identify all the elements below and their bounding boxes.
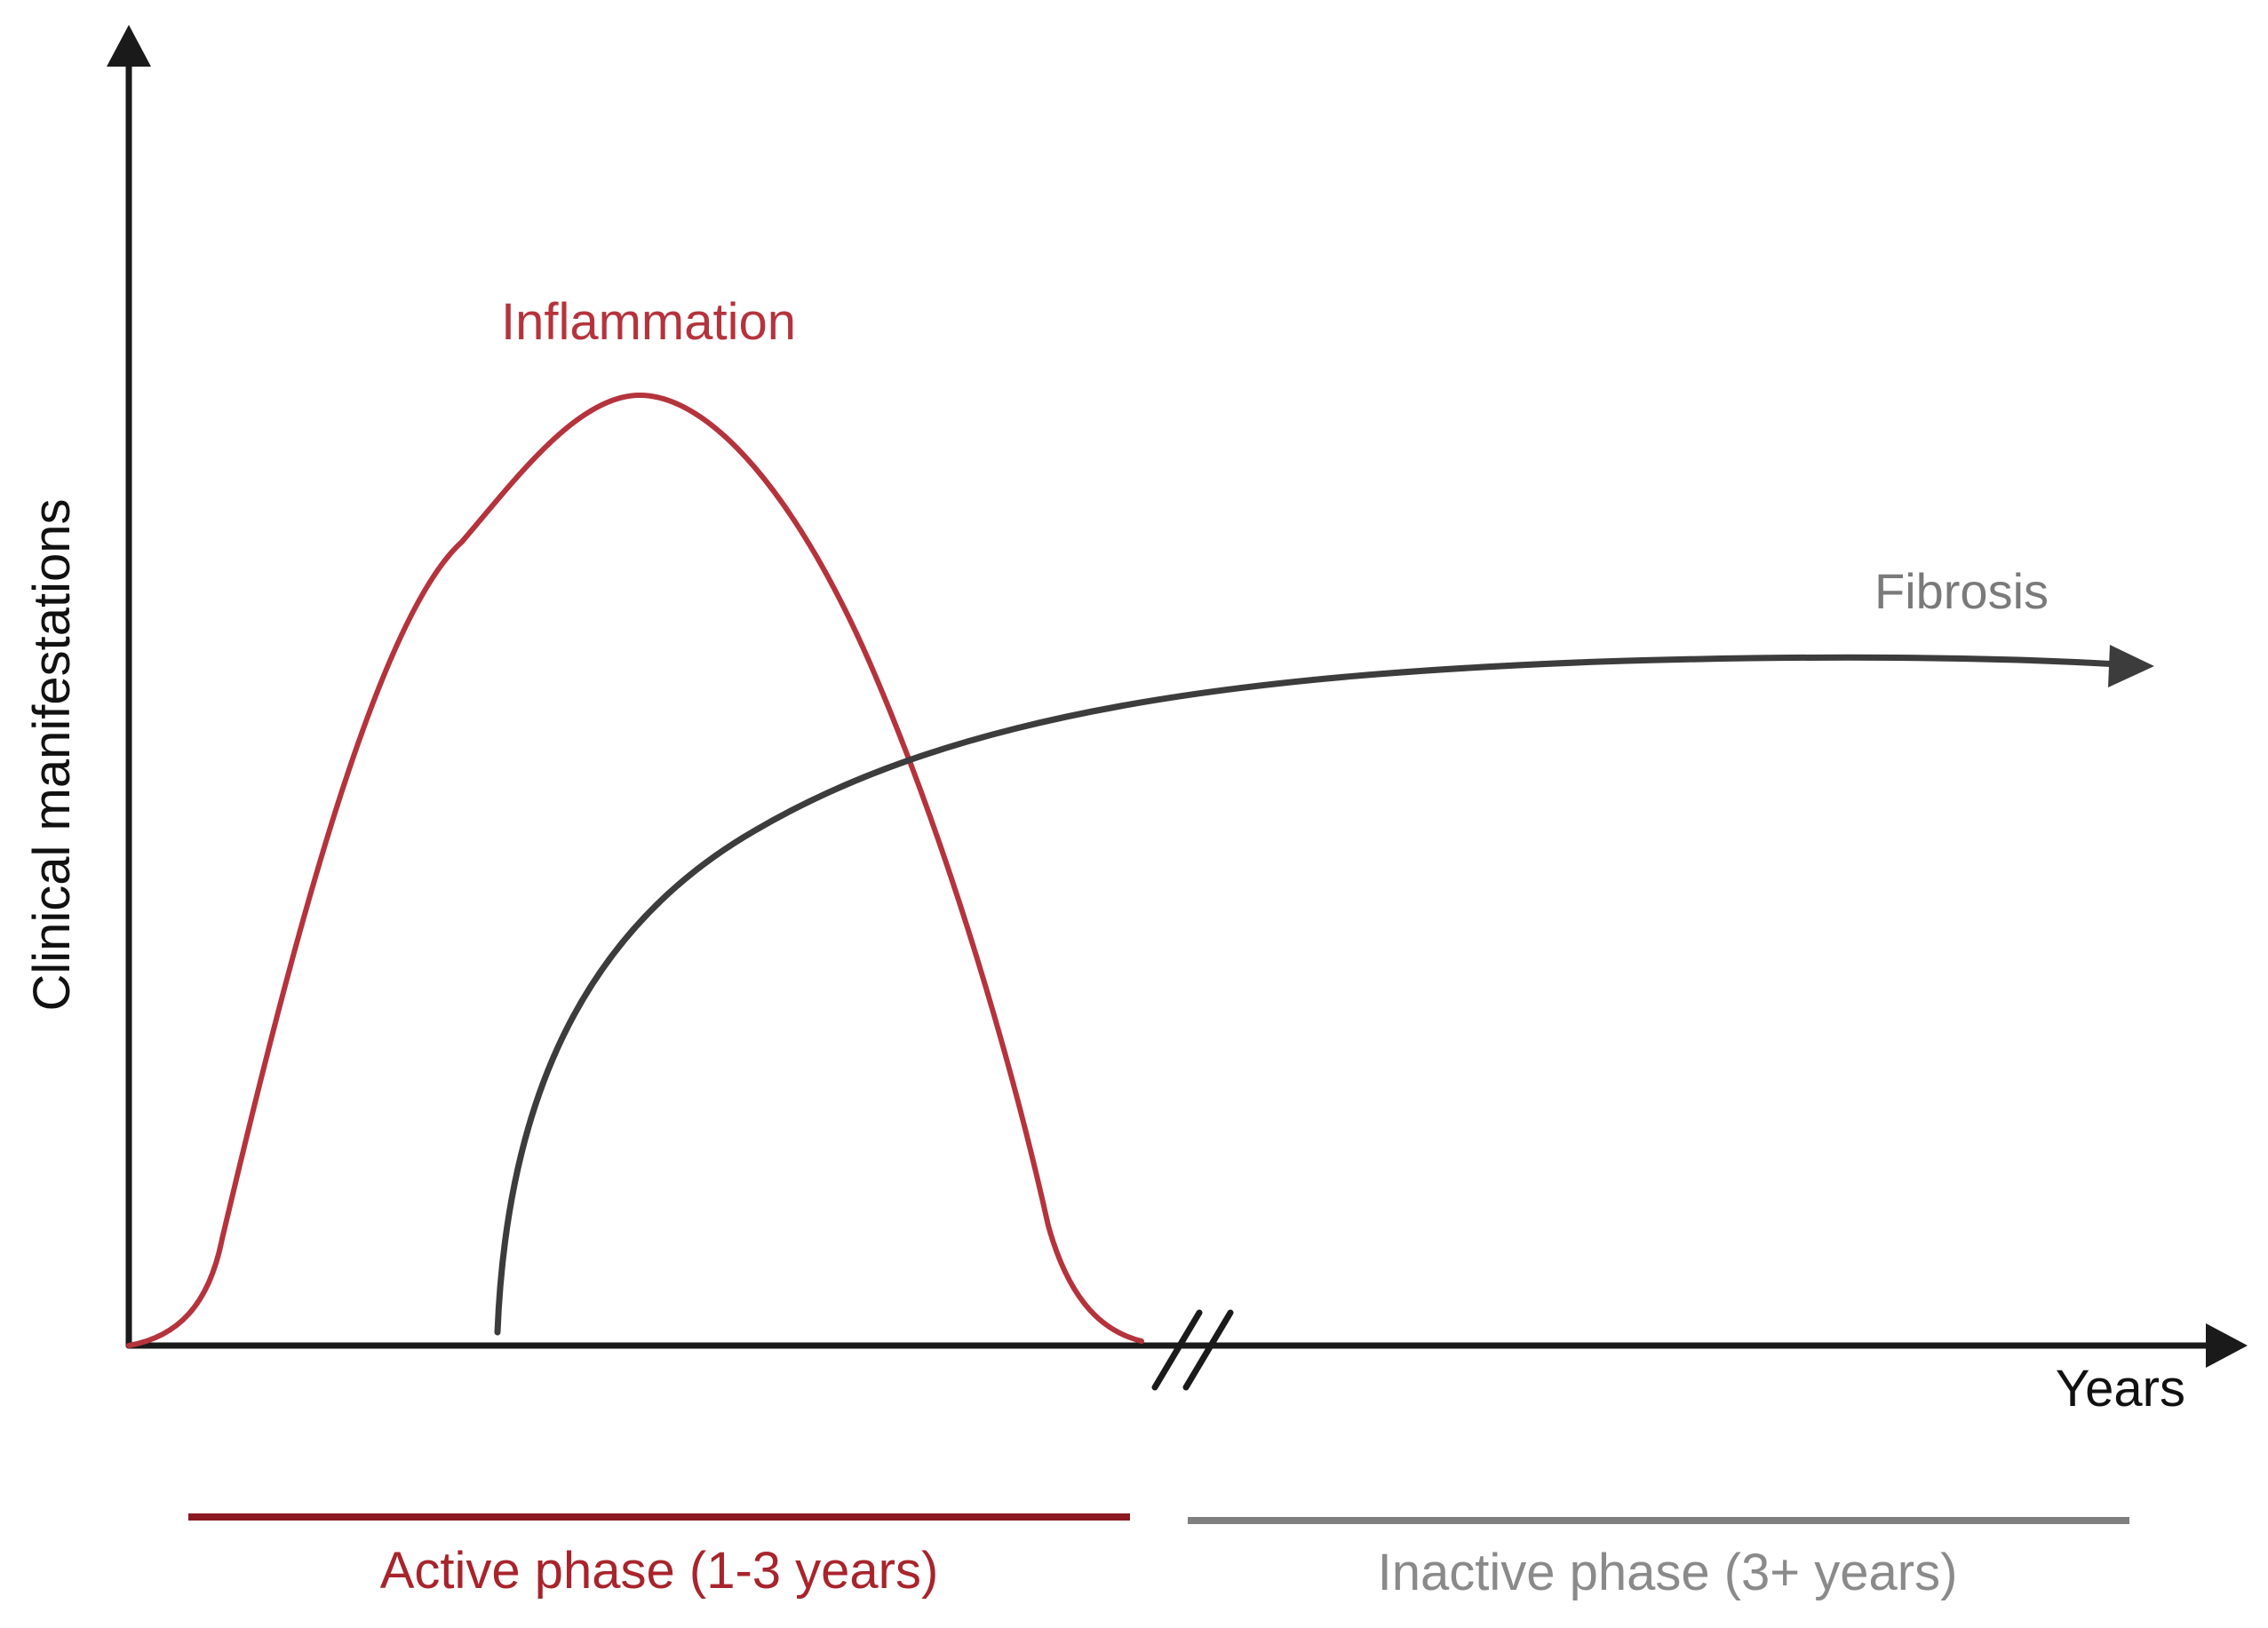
x-axis-label: Years [2056,1360,2185,1418]
axis-break-marks [1151,1309,1234,1391]
fibrosis-curve [494,654,2122,1336]
active-phase-label: Active phase (1-3 years) [380,1542,939,1600]
y-axis-label: Clinical manifestations [23,498,81,1011]
fibrosis-label: Fibrosis [1874,563,2049,619]
y-axis-arrowhead [107,25,151,67]
fibrosis-arrowhead [2108,645,2154,687]
inactive-phase-label: Inactive phase (3+ years) [1378,1544,1958,1601]
inflammation-label: Inflammation [501,293,796,351]
x-axis-arrowhead [2206,1323,2248,1368]
inflammation-curve [126,393,1144,1348]
